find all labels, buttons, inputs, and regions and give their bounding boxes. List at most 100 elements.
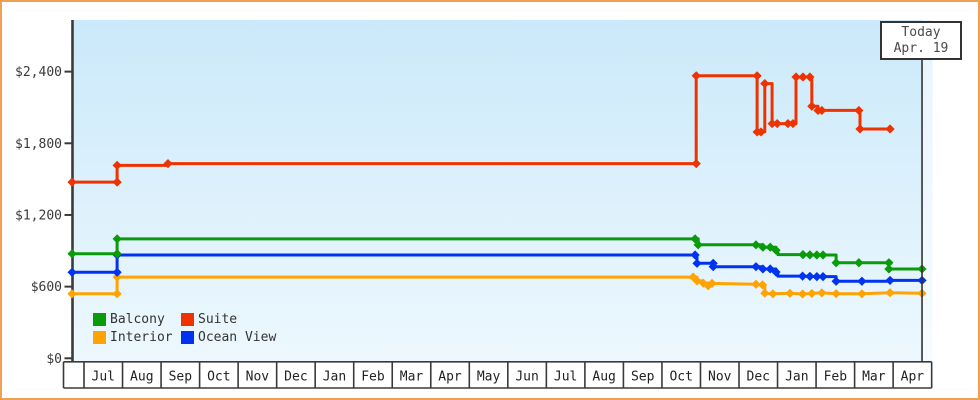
price-point-marker — [885, 288, 895, 298]
price-point-marker — [817, 105, 827, 116]
month-label: Jan — [323, 370, 346, 385]
price-point-marker — [772, 118, 782, 129]
price-point-marker — [751, 279, 761, 289]
price-point-marker — [691, 158, 701, 169]
price-point-marker — [798, 72, 808, 82]
price-point-marker — [812, 271, 822, 282]
price-point-marker — [771, 267, 781, 277]
price-point-marker — [831, 289, 841, 299]
today-box: Today Apr. 19 — [880, 21, 962, 60]
price-point-marker — [768, 289, 778, 299]
price-point-marker — [807, 288, 817, 299]
price-point-marker — [785, 288, 795, 298]
price-point-marker — [817, 288, 827, 298]
after-today-region — [922, 20, 933, 361]
month-label: Jun — [515, 370, 538, 385]
price-point-marker — [805, 72, 815, 82]
month-label: Aug — [592, 370, 615, 385]
legend-label-balcony: Balcony — [110, 311, 165, 327]
price-point-marker — [885, 124, 895, 134]
price-point-marker — [812, 250, 822, 260]
price-point-marker — [707, 278, 717, 289]
price-point-marker — [831, 276, 841, 286]
price-point-marker — [112, 160, 122, 170]
price-point-marker — [758, 264, 768, 274]
y-tick-label: $0 — [46, 352, 62, 367]
price-point-marker — [112, 289, 122, 299]
month-label: Oct — [669, 370, 692, 385]
price-point-marker — [690, 250, 700, 260]
price-point-marker — [692, 276, 702, 286]
price-point-marker — [112, 177, 122, 187]
price-point-marker — [818, 250, 828, 260]
price-point-marker — [67, 177, 77, 187]
price-point-marker — [884, 264, 894, 274]
month-label: Oct — [207, 370, 230, 385]
month-label: Jul — [554, 370, 577, 385]
today-label: Today — [901, 25, 941, 40]
price-point-marker — [805, 271, 815, 281]
price-point-marker — [857, 289, 867, 299]
month-label: Aug — [130, 370, 153, 385]
price-point-marker — [791, 72, 801, 82]
price-point-marker — [67, 249, 77, 259]
price-point-marker — [692, 258, 702, 268]
legend-label-suite: Suite — [198, 311, 238, 327]
balcony-swatch-icon — [93, 312, 106, 326]
y-tick-label: $2,400 — [15, 65, 62, 80]
ocean-view-swatch-icon — [181, 330, 194, 344]
month-label: Dec — [747, 370, 770, 385]
month-label: Jan — [785, 370, 808, 385]
price-point-marker — [756, 127, 766, 137]
price-point-marker — [112, 267, 122, 277]
price-point-marker — [760, 78, 770, 89]
price-point-marker — [691, 71, 701, 81]
interior-swatch-icon — [93, 330, 106, 344]
month-label: Mar — [862, 370, 886, 385]
price-point-marker — [760, 288, 770, 298]
y-tick-label: $600 — [31, 280, 62, 295]
month-label: Apr — [438, 370, 462, 385]
month-label: Mar — [400, 370, 424, 385]
price-point-marker — [112, 272, 122, 282]
price-point-marker — [818, 271, 828, 282]
price-point-marker — [831, 258, 841, 268]
price-point-marker — [854, 105, 864, 116]
price-point-marker — [751, 262, 761, 272]
price-point-marker — [855, 124, 865, 134]
month-label: Nov — [246, 370, 270, 385]
price-point-marker — [758, 242, 768, 252]
month-label: Feb — [824, 370, 848, 385]
price-point-marker — [112, 234, 122, 244]
month-label: Nov — [708, 370, 732, 385]
price-point-marker — [771, 245, 781, 255]
today-date: Apr. 19 — [893, 41, 949, 56]
price-point-marker — [67, 267, 77, 277]
price-point-marker — [783, 118, 793, 129]
month-label: Apr — [901, 370, 925, 385]
price-point-marker — [788, 118, 798, 129]
price-point-marker — [857, 276, 867, 286]
price-point-marker — [751, 240, 761, 250]
price-point-marker — [693, 240, 703, 250]
month-label: Sep — [169, 370, 193, 385]
price-point-marker — [752, 71, 762, 81]
price-point-marker — [797, 271, 808, 281]
price-point-marker — [767, 118, 777, 129]
price-point-marker — [797, 289, 808, 299]
price-point-marker — [163, 158, 173, 169]
y-tick-label: $1,200 — [15, 208, 62, 223]
price-point-marker — [807, 101, 817, 111]
legend-label-ocean-view: Ocean View — [198, 329, 277, 345]
price-point-marker — [67, 289, 77, 299]
price-point-marker — [112, 249, 122, 259]
price-point-marker — [708, 262, 718, 272]
legend-item-suite: Suite — [181, 311, 276, 327]
month-label: May — [477, 370, 501, 385]
legend-label-interior: Interior — [110, 329, 173, 345]
plot-background — [73, 20, 933, 361]
price-point-marker — [854, 258, 864, 268]
price-point-marker — [688, 272, 698, 282]
